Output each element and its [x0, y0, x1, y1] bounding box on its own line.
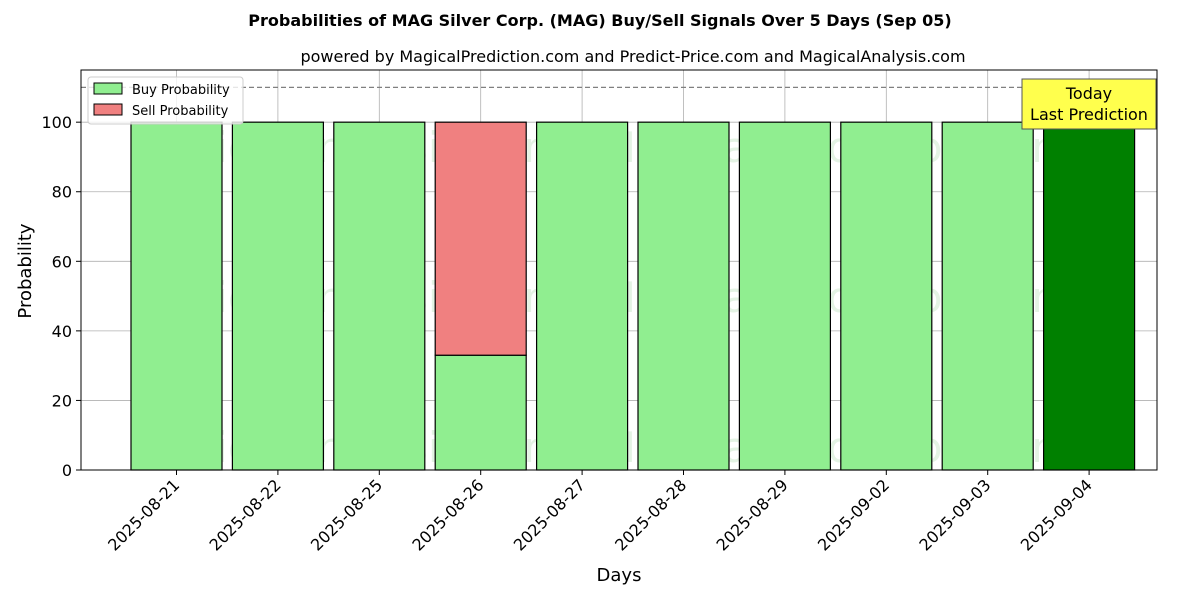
bar-buy-0	[130, 121, 223, 471]
today-annotation-line2: Last Prediction	[1030, 105, 1148, 124]
y-axis-ticks: 0 20 40 60 80 100	[41, 113, 81, 480]
chart-subtitle: powered by MagicalPrediction.com and Pre…	[300, 47, 965, 66]
x-tick-label-3: 2025-08-26	[408, 475, 487, 554]
x-tick-label-2: 2025-08-25	[307, 475, 386, 554]
bar-buy-4	[535, 121, 629, 471]
x-tick-label-4: 2025-08-27	[510, 475, 589, 554]
bar-buy-2	[333, 121, 426, 471]
x-tick-label-1: 2025-08-22	[206, 475, 285, 554]
x-axis-ticks: 2025-08-21 2025-08-22 2025-08-25 2025-08-26…	[104, 470, 1096, 555]
x-tick-label-7: 2025-09-02	[814, 475, 893, 554]
x-tick-label-0: 2025-08-21	[104, 475, 183, 554]
legend-swatch-sell	[93, 103, 123, 116]
bar-buy-6	[738, 121, 832, 471]
x-tick-label-5: 2025-08-28	[611, 475, 690, 554]
y-tick-label-3: 60	[52, 252, 72, 271]
y-axis-label: Probability	[15, 223, 36, 318]
y-tick-label-0: 0	[62, 461, 72, 480]
bar-sell-3	[434, 121, 527, 356]
legend-swatch-buy	[93, 82, 123, 95]
bar-buy-3	[434, 354, 527, 471]
bars	[130, 121, 1136, 471]
bar-buy-7	[840, 121, 933, 471]
x-tick-label-8: 2025-09-03	[915, 475, 994, 554]
x-axis-label: Days	[597, 565, 642, 586]
legend-label-sell: Sell Probability	[132, 104, 229, 119]
y-tick-label-1: 20	[52, 391, 72, 410]
today-annotation-line1: Today	[1065, 84, 1112, 103]
chart-title: Probabilities of MAG Silver Corp. (MAG) …	[248, 11, 951, 30]
legend-frame	[87, 76, 244, 125]
bar-buy-9	[1042, 121, 1136, 471]
plot-frame	[80, 69, 1158, 471]
today-annotation-box	[1021, 78, 1157, 130]
y-tick-label-5: 100	[41, 113, 72, 132]
bar-buy-5	[637, 121, 730, 471]
x-tick-label-6: 2025-08-29	[713, 475, 792, 554]
legend: Buy Probability Sell Probability	[87, 76, 244, 125]
y-tick-label-4: 80	[52, 183, 72, 202]
x-tick-label-9: 2025-09-04	[1017, 475, 1096, 554]
legend-label-buy: Buy Probability	[132, 83, 230, 98]
bar-buy-8	[941, 121, 1034, 471]
today-annotation: Today Last Prediction	[1021, 78, 1157, 130]
y-tick-label-2: 40	[52, 322, 72, 341]
bar-buy-1	[231, 121, 324, 471]
